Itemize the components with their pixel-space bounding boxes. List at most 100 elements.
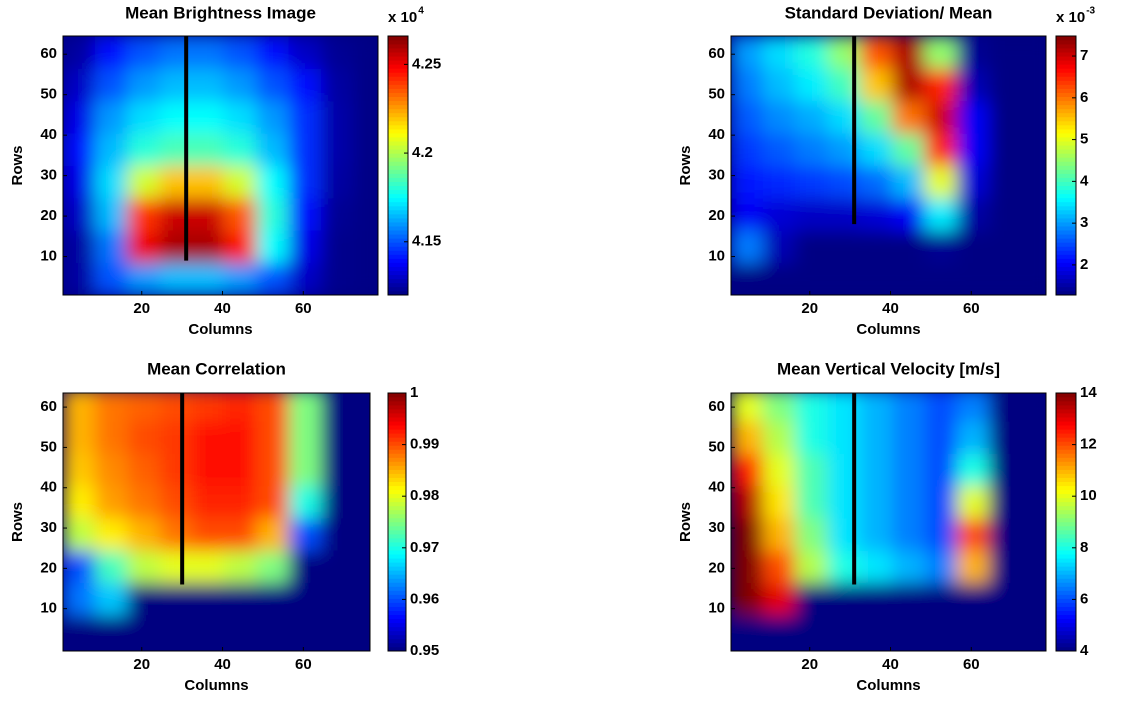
heatmap-cell bbox=[956, 393, 990, 422]
heatmap-cell bbox=[1021, 262, 1046, 295]
heatmap-cell bbox=[795, 420, 829, 454]
heatmap-cell bbox=[795, 393, 829, 422]
colorbar-tick-label: 14 bbox=[1080, 384, 1097, 401]
colorbar-tick-label: 12 bbox=[1080, 436, 1097, 453]
heatmap-cell bbox=[63, 393, 96, 422]
heatmap-cell bbox=[988, 262, 1023, 295]
colorbar-tick-label: 0.98 bbox=[410, 487, 439, 504]
colorbar-swatch bbox=[388, 505, 406, 511]
colorbar-swatch bbox=[388, 549, 406, 555]
heatmap-cell bbox=[795, 132, 829, 166]
colorbar-swatch bbox=[388, 140, 408, 146]
heatmap-cell bbox=[795, 165, 829, 199]
heatmap-cell bbox=[731, 420, 764, 454]
heatmap-cell bbox=[762, 452, 797, 487]
heatmap-cell bbox=[731, 132, 764, 166]
plot-frame bbox=[62, 35, 379, 296]
colorbar-swatch bbox=[388, 108, 408, 114]
heatmap-cell bbox=[224, 581, 258, 616]
colorbar-swatch bbox=[1056, 505, 1076, 511]
colorbar-swatch bbox=[1056, 68, 1076, 73]
heatmap-cell bbox=[320, 100, 355, 134]
x-tick-label: 40 bbox=[882, 300, 899, 317]
colorbar-swatch bbox=[1056, 396, 1076, 402]
colorbar-swatch bbox=[1056, 428, 1076, 434]
heatmap-cell bbox=[827, 581, 861, 616]
colorbar-swatch bbox=[388, 39, 408, 45]
colorbar-swatch bbox=[1056, 153, 1076, 158]
chart-title: Mean Vertical Velocity [m/s] bbox=[777, 359, 1000, 378]
heatmap-cell bbox=[956, 452, 990, 487]
x-tick-label: 40 bbox=[214, 656, 231, 673]
heatmap-cell bbox=[762, 197, 797, 231]
heatmap-cell bbox=[924, 393, 958, 422]
colorbar-swatch bbox=[1056, 193, 1076, 199]
colorbar-swatch bbox=[388, 428, 406, 434]
heatmap-cell bbox=[224, 132, 258, 166]
colorbar-swatch bbox=[388, 205, 408, 211]
heatmap-cell bbox=[859, 100, 894, 134]
y-tick-label: 60 bbox=[40, 45, 57, 62]
x-axis-label: Columns bbox=[188, 321, 252, 338]
heatmap-cell bbox=[63, 132, 96, 166]
heatmap-cell bbox=[127, 229, 161, 264]
heatmap-cell bbox=[94, 197, 129, 231]
heatmap bbox=[731, 36, 1046, 295]
colorbar-swatch bbox=[1056, 149, 1076, 154]
heatmap-cell bbox=[191, 197, 226, 231]
heatmap-cell bbox=[892, 393, 926, 422]
colorbar-swatch bbox=[388, 598, 406, 603]
colorbar-swatch bbox=[388, 517, 406, 523]
heatmap-cell bbox=[795, 100, 829, 134]
colorbar-swatch bbox=[1056, 465, 1076, 470]
colorbar-swatch bbox=[1056, 96, 1076, 102]
colorbar-swatch bbox=[388, 149, 408, 154]
heatmap-cell bbox=[892, 262, 926, 295]
heatmap-cell bbox=[63, 420, 96, 454]
heatmap-cell bbox=[988, 581, 1023, 616]
colorbar-swatch bbox=[1056, 437, 1076, 442]
heatmap-cell bbox=[795, 262, 829, 295]
heatmap-cell bbox=[956, 517, 990, 551]
heatmap-cell bbox=[795, 485, 829, 519]
heatmap-cell bbox=[353, 67, 378, 102]
heatmap-cell bbox=[94, 67, 129, 102]
heatmap-cell bbox=[94, 452, 129, 487]
colorbar-swatch bbox=[388, 485, 406, 491]
heatmap-cell bbox=[1021, 420, 1046, 454]
x-tick-label: 40 bbox=[214, 300, 231, 317]
x-axis-label: Columns bbox=[856, 321, 920, 338]
colorbar-swatch bbox=[1056, 104, 1076, 110]
colorbar-swatch bbox=[388, 132, 408, 138]
colorbar-swatch bbox=[1056, 201, 1076, 207]
heatmap-cell bbox=[988, 36, 1023, 69]
heatmap-cell bbox=[892, 100, 926, 134]
heatmap-cell bbox=[63, 485, 96, 519]
heatmap-cell bbox=[256, 67, 290, 102]
heatmap-cell bbox=[63, 165, 96, 199]
heatmap-cell bbox=[956, 165, 990, 199]
x-tick-label: 20 bbox=[133, 656, 150, 673]
colorbar-swatch bbox=[1056, 630, 1076, 636]
colorbar-frame bbox=[1055, 392, 1077, 652]
heatmap-cell bbox=[63, 229, 96, 264]
heatmap-cell bbox=[127, 165, 161, 199]
heatmap-cell bbox=[256, 614, 290, 648]
colorbar-swatch bbox=[1056, 449, 1076, 454]
colorbar-swatch bbox=[388, 266, 408, 272]
colorbar-swatch bbox=[388, 278, 408, 284]
heatmap-cell bbox=[731, 485, 764, 519]
heatmap-cell bbox=[127, 67, 161, 102]
heatmap-cell bbox=[353, 197, 378, 231]
colorbar-swatch bbox=[1056, 392, 1076, 398]
heatmap-cell bbox=[321, 614, 355, 648]
heatmap-cell bbox=[191, 132, 226, 166]
heatmap-cell bbox=[353, 132, 378, 166]
heatmap-cell bbox=[859, 393, 894, 422]
heatmap-cell bbox=[1021, 67, 1046, 102]
colorbar-frame bbox=[1055, 35, 1077, 296]
heatmap-cell bbox=[191, 100, 226, 134]
colorbar-swatch bbox=[388, 169, 408, 174]
colorbar-swatch bbox=[1056, 566, 1076, 571]
colorbar-swatch bbox=[388, 96, 408, 102]
